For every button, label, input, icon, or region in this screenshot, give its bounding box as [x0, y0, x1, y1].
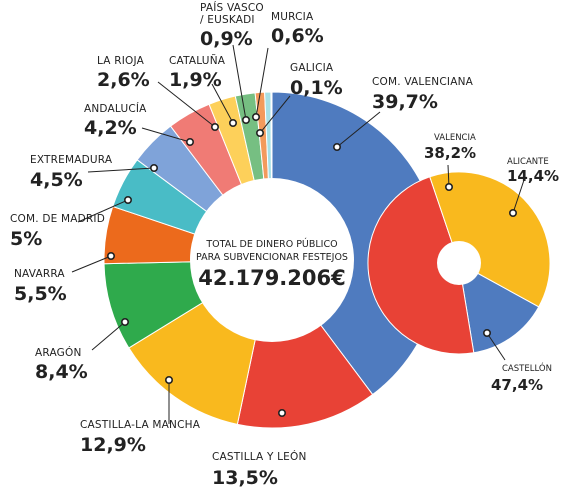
main-pais-vasco-euskadi-name: PAÍS VASCO / EUSKADI — [200, 1, 264, 26]
main-castilla-la-mancha-marker — [165, 375, 174, 384]
main-galicia-name: GALICIA — [290, 62, 334, 74]
sub-slice-alicante — [458, 262, 540, 354]
main-cataluna-value: 1,9% — [169, 69, 222, 91]
main-pais-vasco-euskadi-marker — [242, 116, 251, 125]
sub-alicante-name: ALICANTE — [507, 157, 549, 167]
sub-castellon-marker — [482, 328, 491, 337]
sub-slice-valencia — [429, 171, 551, 308]
main-murcia-leader — [255, 47, 269, 118]
main-galicia-marker — [255, 129, 264, 138]
main-navarra-name: NAVARRA — [14, 268, 65, 280]
main-com-valenciana-name: COM. VALENCIANA — [372, 76, 474, 88]
main-murcia-name: MURCIA — [271, 11, 314, 23]
main-extremadura-marker — [150, 164, 159, 173]
main-andalucia-leader — [141, 127, 191, 143]
center-line-1: TOTAL DE DINERO PÚBLICO — [205, 238, 337, 250]
main-cataluna-marker — [229, 119, 238, 128]
leader-lines — [71, 44, 525, 424]
main-castilla-la-mancha-name: CASTILLA-LA MANCHA — [80, 419, 201, 431]
main-la-rioja-name: LA RIOJA — [97, 55, 145, 67]
sub-castellon-name: CASTELLÓN — [502, 362, 552, 374]
main-galicia-leader — [259, 95, 291, 134]
main-castilla-y-leon-name: CASTILLA Y LEÓN — [212, 450, 307, 463]
main-cataluna-name: CATALUÑA — [169, 54, 226, 67]
sub-alicante-leader — [512, 179, 525, 214]
sub-alicante-marker — [508, 209, 517, 218]
main-aragon-leader — [91, 321, 126, 351]
main-com-de-madrid-marker — [124, 196, 133, 205]
main-navarra-marker — [107, 252, 116, 261]
main-pais-vasco-euskadi-value: 0,9% — [200, 28, 253, 50]
main-com-valenciana-marker — [332, 143, 341, 152]
main-extremadura-name: EXTREMADURA — [30, 154, 113, 166]
main-com-valenciana-leader — [336, 111, 381, 148]
main-aragon-name: ARAGÓN — [35, 346, 82, 359]
main-com-de-madrid-value: 5% — [10, 228, 42, 250]
sub-donut-hole — [437, 241, 481, 285]
center-total: 42.179.206€ — [198, 266, 345, 290]
main-la-rioja-value: 2,6% — [97, 69, 150, 91]
slice-labels: COM. VALENCIANA 39,7% CASTILLA Y LEÓN 13,5%… — [10, 1, 559, 489]
main-castilla-la-mancha-value: 12,9% — [80, 434, 146, 456]
main-cataluna-leader — [211, 83, 234, 124]
main-navarra-leader — [71, 255, 112, 273]
main-navarra-value: 5,5% — [14, 283, 67, 305]
main-galicia-value: 0,1% — [290, 77, 343, 99]
main-andalucia-name: ANDALUCÍA — [84, 102, 147, 115]
main-aragon-marker — [121, 317, 130, 326]
main-la-rioja-leader — [157, 81, 216, 128]
main-extremadura-value: 4,5% — [30, 169, 83, 191]
main-andalucia-marker — [186, 138, 195, 147]
sub-valencia-marker — [444, 183, 453, 192]
main-murcia-value: 0,6% — [271, 25, 324, 47]
sub-alicante-value: 14,4% — [507, 167, 559, 185]
main-com-valenciana-value: 39,7% — [372, 91, 438, 113]
sub-castellon-value: 47,4% — [491, 376, 543, 394]
main-com-de-madrid-leader — [77, 199, 129, 223]
main-donut-hole — [190, 178, 354, 342]
sub-valencia-name: VALENCIA — [434, 133, 476, 143]
main-aragon-value: 8,4% — [35, 361, 88, 383]
main-pais-vasco-euskadi-leader — [232, 44, 247, 121]
main-extremadura-leader — [87, 167, 155, 173]
sub-castellon-leader — [486, 332, 506, 361]
main-andalucia-value: 4,2% — [84, 117, 137, 139]
main-castilla-y-leon-marker — [277, 408, 286, 417]
sub-slice-castellon — [367, 176, 475, 355]
center-line-2: PARA SUBVENCIONAR FESTEJOS — [196, 252, 348, 263]
sub-donut — [367, 171, 551, 355]
main-murcia-marker — [252, 113, 261, 122]
main-slice-galicia — [270, 91, 273, 261]
main-castilla-y-leon-value: 13,5% — [212, 467, 278, 489]
main-com-de-madrid-name: COM. DE MADRID — [10, 213, 105, 225]
sub-valencia-value: 38,2% — [424, 144, 476, 162]
main-la-rioja-marker — [211, 123, 220, 132]
